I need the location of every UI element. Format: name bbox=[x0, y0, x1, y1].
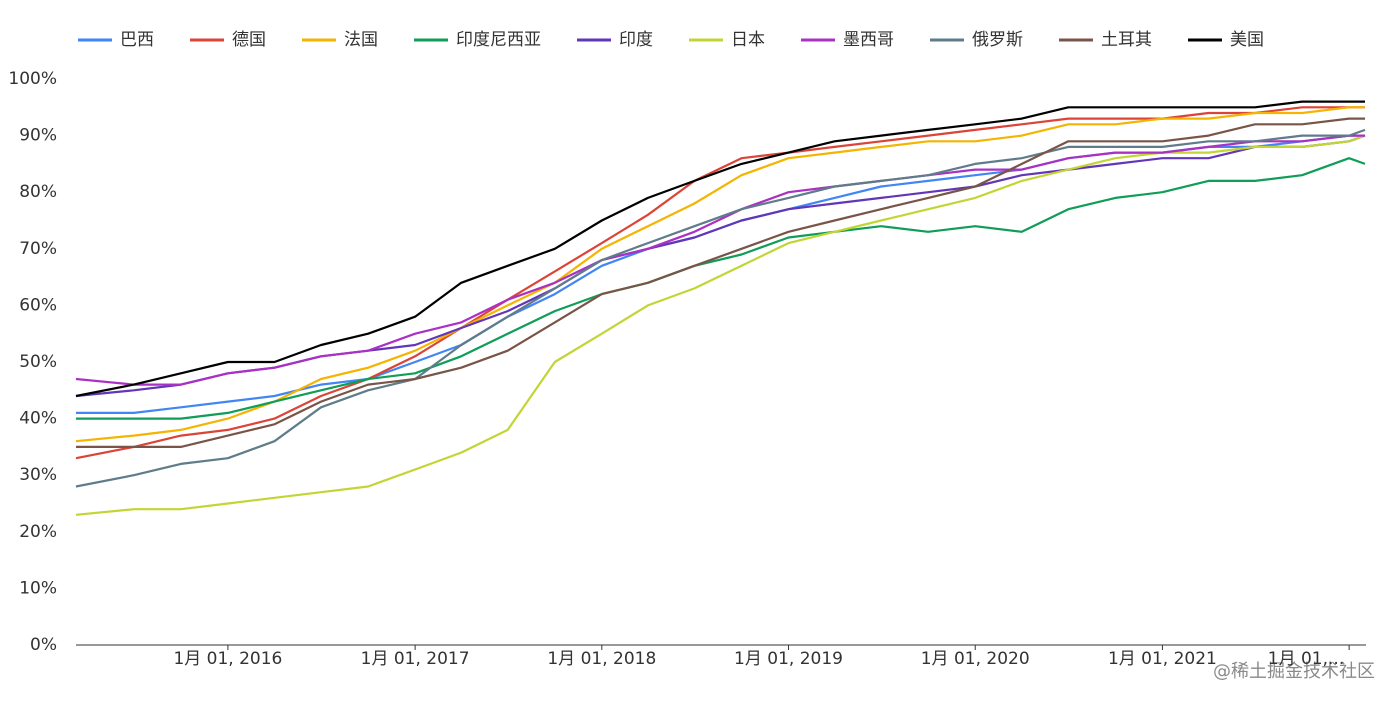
series-line bbox=[75, 134, 1366, 398]
series-line bbox=[75, 106, 1365, 443]
y-tick-label: 40% bbox=[19, 409, 57, 429]
y-tick-label: 100% bbox=[8, 69, 57, 89]
series-line bbox=[75, 134, 1366, 516]
series-line bbox=[76, 117, 1365, 448]
series-line bbox=[76, 134, 1365, 414]
watermark: @稀土掘金技术社区 bbox=[1213, 661, 1375, 682]
series-line bbox=[75, 100, 1365, 398]
x-tick-label: 1月 01, 2021 bbox=[1108, 649, 1217, 669]
x-tick-label: 1月 01, 2017 bbox=[361, 649, 470, 669]
series-line bbox=[75, 106, 1365, 460]
x-tick-label: 1月 01,... bbox=[1268, 649, 1344, 669]
y-tick-label: 20% bbox=[19, 522, 57, 542]
x-tick-label: 1月 01, 2018 bbox=[547, 649, 656, 669]
x-tick-label: 1月 01, 2016 bbox=[173, 649, 282, 669]
legend-label: 墨西哥 bbox=[843, 30, 894, 50]
y-tick-label: 80% bbox=[19, 182, 57, 202]
legend-label: 美国 bbox=[1230, 30, 1264, 50]
y-tick-label: 10% bbox=[19, 578, 57, 598]
series-line bbox=[76, 157, 1366, 420]
y-tick-label: 70% bbox=[19, 239, 57, 259]
legend-label: 德国 bbox=[232, 30, 266, 50]
y-tick-label: 50% bbox=[19, 352, 57, 372]
legend-label: 日本 bbox=[731, 30, 765, 50]
x-tick-label: 1月 01, 2020 bbox=[921, 649, 1030, 669]
legend-label: 印度 bbox=[619, 30, 653, 50]
y-tick-label: 0% bbox=[30, 635, 57, 655]
y-tick-label: 30% bbox=[19, 465, 57, 485]
series-line bbox=[75, 128, 1366, 488]
legend-label: 巴西 bbox=[120, 30, 154, 50]
legend-label: 法国 bbox=[344, 30, 378, 50]
legend-label: 土耳其 bbox=[1101, 30, 1152, 50]
y-tick-label: 90% bbox=[19, 126, 57, 146]
legend-label: 印度尼西亚 bbox=[456, 30, 541, 50]
y-tick-label: 60% bbox=[19, 295, 57, 315]
legend-label: 俄罗斯 bbox=[972, 30, 1023, 50]
x-tick-label: 1月 01, 2019 bbox=[734, 649, 843, 669]
